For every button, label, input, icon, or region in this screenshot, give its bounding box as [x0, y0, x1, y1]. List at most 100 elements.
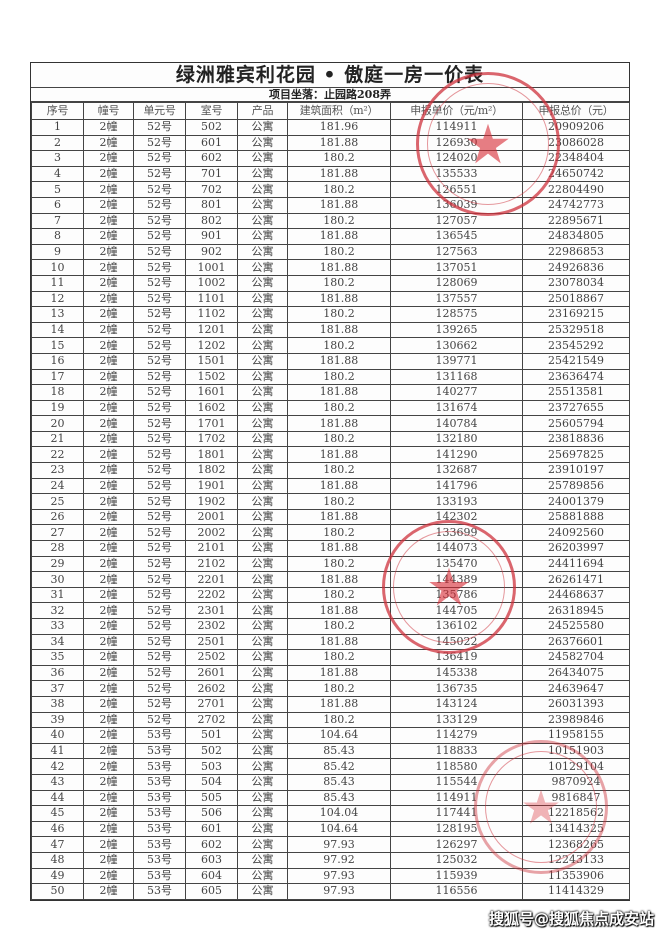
cell-total-price: 25881888 [522, 508, 630, 526]
cell-room: 2702 [185, 711, 238, 729]
cell-building: 2幢 [83, 758, 134, 775]
cell-building: 2幢 [83, 883, 134, 900]
cell-area: 180.2 [287, 430, 391, 448]
cell-index: 46 [31, 820, 84, 838]
cell-product: 公寓 [237, 446, 288, 464]
cell-area: 97.93 [287, 867, 391, 885]
cell-room: 2701 [185, 695, 238, 713]
cell-area: 180.2 [287, 181, 391, 198]
cell-product: 公寓 [237, 337, 288, 354]
table-row: 12 2幢 52号 1101 公寓 181.88 137557 25018867 [31, 290, 630, 308]
table-row: 20 2幢 52号 1701 公寓 181.88 140784 25605794 [31, 415, 630, 432]
cell-total-price: 24468637 [522, 586, 630, 604]
cell-area: 181.96 [287, 119, 391, 136]
table-row: 23 2幢 52号 1802 公寓 180.2 132687 23910197 [31, 462, 630, 479]
table-body: 1 2幢 52号 502 公寓 181.96 114911 20909206 2 2幢 52号 601… [31, 119, 630, 900]
cell-area: 180.2 [287, 462, 391, 479]
cell-unit-price: 136735 [390, 680, 523, 697]
cell-building: 2幢 [83, 399, 134, 417]
cell-unit: 52号 [133, 243, 186, 261]
cell-index: 17 [31, 368, 84, 386]
cell-building: 2幢 [83, 150, 134, 167]
cell-unit-price: 115939 [390, 867, 523, 885]
cell-building: 2幢 [83, 290, 134, 308]
cell-total-price: 13414325 [522, 820, 630, 838]
cell-room: 505 [185, 789, 238, 807]
watermark: 搜狐号@搜狐焦点成安站 [488, 910, 654, 928]
cell-product: 公寓 [237, 695, 288, 713]
cell-product: 公寓 [237, 321, 288, 339]
table-header-row: 序号 幢号 单元号 室号 产品 建筑面积（m²） 申报单价（元/m²） 申报总价（元） [31, 102, 630, 120]
cell-area: 180.2 [287, 274, 391, 292]
cell-area: 181.88 [287, 571, 391, 588]
table-row: 3 2幢 52号 602 公寓 180.2 124020 22348404 [31, 150, 630, 167]
table-row: 21 2幢 52号 1702 公寓 180.2 132180 23818836 [31, 430, 630, 448]
cell-area: 181.88 [287, 259, 391, 276]
table-row: 41 2幢 53号 502 公寓 85.43 118833 10151903 [31, 742, 630, 760]
cell-index: 23 [31, 462, 84, 479]
table-row: 43 2幢 53号 504 公寓 85.43 115544 9870924 [31, 773, 630, 791]
cell-area: 181.88 [287, 508, 391, 526]
cell-total-price: 24092560 [522, 524, 630, 542]
cell-unit: 52号 [133, 228, 186, 245]
cell-room: 1502 [185, 368, 238, 386]
cell-index: 1 [31, 119, 84, 136]
cell-unit: 52号 [133, 415, 186, 432]
cell-unit: 53号 [133, 851, 186, 869]
cell-building: 2幢 [83, 602, 134, 619]
cell-area: 85.43 [287, 742, 391, 760]
cell-unit: 52号 [133, 321, 186, 339]
cell-unit: 52号 [133, 290, 186, 308]
cell-unit-price: 125032 [390, 851, 523, 869]
cell-room: 2501 [185, 633, 238, 651]
cell-total-price: 23910197 [522, 462, 630, 479]
cell-index: 29 [31, 555, 84, 573]
cell-unit-price: 145338 [390, 664, 523, 682]
cell-total-price: 22348404 [522, 150, 630, 167]
cell-area: 181.88 [287, 477, 391, 495]
cell-area: 181.88 [287, 415, 391, 432]
cell-unit-price: 145022 [390, 633, 523, 651]
cell-product: 公寓 [237, 664, 288, 682]
price-table: 序号 幢号 单元号 室号 产品 建筑面积（m²） 申报单价（元/m²） 申报总价（元） 1 2幢… [31, 102, 630, 900]
cell-unit: 52号 [133, 571, 186, 588]
cell-index: 21 [31, 430, 84, 448]
cell-total-price: 22804490 [522, 181, 630, 198]
cell-total-price: 9816847 [522, 789, 630, 807]
cell-unit: 52号 [133, 274, 186, 292]
cell-index: 40 [31, 727, 84, 744]
cell-index: 9 [31, 243, 84, 261]
cell-total-price: 24742773 [522, 196, 630, 214]
cell-product: 公寓 [237, 462, 288, 479]
cell-product: 公寓 [237, 586, 288, 604]
cell-index: 50 [31, 883, 84, 900]
cell-unit-price: 126297 [390, 836, 523, 853]
cell-product: 公寓 [237, 384, 288, 401]
table-row: 47 2幢 53号 602 公寓 97.93 126297 12368265 [31, 836, 630, 853]
cell-unit-price: 139265 [390, 321, 523, 339]
cell-index: 4 [31, 165, 84, 183]
cell-product: 公寓 [237, 851, 288, 869]
cell-product: 公寓 [237, 649, 288, 666]
cell-room: 901 [185, 228, 238, 245]
cell-building: 2幢 [83, 446, 134, 464]
cell-room: 1001 [185, 259, 238, 276]
cell-unit: 52号 [133, 493, 186, 510]
cell-total-price: 24650742 [522, 165, 630, 183]
cell-unit-price: 127563 [390, 243, 523, 261]
table-row: 19 2幢 52号 1602 公寓 180.2 131674 23727655 [31, 399, 630, 417]
header-col-total-price: 申报总价（元） [522, 102, 630, 120]
header-col-area: 建筑面积（m²） [287, 102, 391, 120]
cell-area: 97.92 [287, 851, 391, 869]
cell-unit: 53号 [133, 836, 186, 853]
cell-index: 48 [31, 851, 84, 869]
cell-unit: 53号 [133, 820, 186, 838]
table-row: 44 2幢 53号 505 公寓 85.43 114911 9816847 [31, 789, 630, 807]
table-row: 45 2幢 53号 506 公寓 104.04 117441 12218562 [31, 805, 630, 822]
cell-room: 2001 [185, 508, 238, 526]
cell-room: 502 [185, 742, 238, 760]
cell-product: 公寓 [237, 758, 288, 775]
cell-index: 2 [31, 134, 84, 152]
cell-total-price: 23727655 [522, 399, 630, 417]
cell-room: 702 [185, 181, 238, 198]
